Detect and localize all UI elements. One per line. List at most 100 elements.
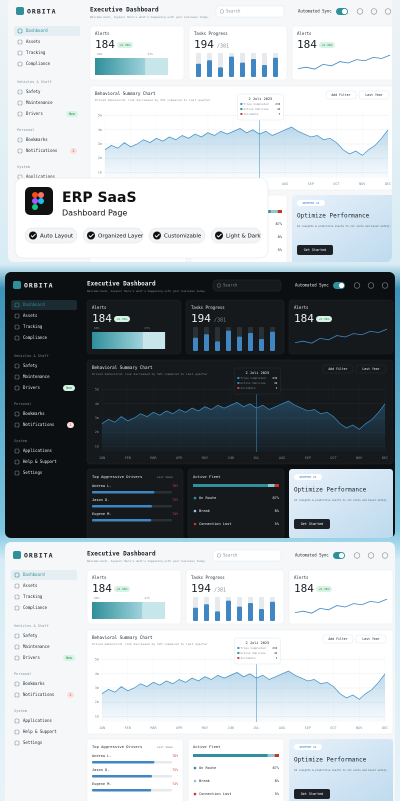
promo-title: Optimize Performance	[294, 487, 367, 494]
search-box[interactable]	[215, 5, 285, 18]
tooltip-swatch	[237, 382, 240, 384]
period-button[interactable]	[358, 90, 390, 100]
nav-item[interactable]: Safety	[23, 363, 38, 368]
y-tick-label: 5m	[98, 114, 102, 118]
period-label[interactable]: Last Year	[365, 93, 382, 97]
nav-item[interactable]: Dashboard	[26, 28, 48, 33]
header-icon[interactable]	[370, 8, 378, 15]
filter-button[interactable]	[322, 364, 354, 374]
nav-item[interactable]: Drivers	[26, 111, 43, 116]
nav-item[interactable]: Assets	[23, 313, 38, 318]
search-box[interactable]	[212, 279, 282, 292]
header-icon[interactable]	[381, 282, 389, 289]
header-icon[interactable]	[381, 552, 389, 559]
filter-label[interactable]: Last Week	[157, 475, 173, 479]
nav-icon	[14, 335, 20, 341]
nav-item[interactable]: Safety	[26, 89, 41, 94]
nav-item[interactable]: Maintenance	[26, 100, 53, 105]
trend-card	[291, 25, 392, 81]
badge	[63, 385, 75, 391]
promo-button[interactable]	[297, 245, 333, 255]
nav-item[interactable]: Compliance	[23, 605, 48, 610]
driver-bar	[92, 761, 155, 764]
promo-tag: NEWFEED AI	[303, 201, 320, 205]
search-placeholder[interactable]: Search	[223, 553, 238, 558]
nav-item[interactable]: Help & Support	[23, 459, 57, 464]
nav-item[interactable]: Applications	[23, 718, 52, 723]
task-bar	[248, 603, 253, 621]
check-mark	[30, 233, 36, 238]
filter-label[interactable]: Last Week	[157, 745, 173, 749]
x-tick-label: JUL	[253, 726, 259, 730]
nav-item[interactable]: Assets	[26, 39, 41, 44]
nav-item[interactable]: Settings	[23, 470, 43, 475]
header-icon[interactable]	[353, 552, 361, 559]
progress-label: 60%	[94, 596, 100, 600]
tooltip-value: 3	[279, 112, 281, 116]
y-tick-label: 3m	[98, 142, 102, 146]
nav-item[interactable]: Tracking	[23, 324, 43, 329]
badge	[66, 111, 78, 117]
search-icon	[216, 553, 222, 558]
nav-item[interactable]: Notifications	[26, 148, 58, 153]
nav-item[interactable]: Settings	[23, 740, 43, 745]
nav-item[interactable]: Help & Support	[23, 729, 57, 734]
card-title: Alerts	[95, 31, 110, 36]
header-icon[interactable]	[367, 552, 375, 559]
task-bar	[229, 56, 234, 77]
fleet-label: Connection Lost	[199, 792, 231, 796]
task-bar	[262, 65, 267, 77]
period-button[interactable]	[355, 364, 387, 374]
filter-label[interactable]: Add Filter	[328, 367, 347, 371]
nav-item[interactable]: Maintenance	[23, 644, 50, 649]
fleet-segment	[267, 754, 275, 757]
nav-item[interactable]: Bookmarks	[23, 411, 45, 416]
filter-label[interactable]: Add Filter	[328, 637, 347, 641]
nav-item[interactable]: Notifications	[23, 692, 55, 697]
search-placeholder[interactable]: Search	[223, 283, 238, 288]
period-label[interactable]: Last Year	[362, 637, 379, 641]
filter-label[interactable]: Add Filter	[331, 93, 350, 97]
check-mark	[88, 233, 94, 238]
promo-button[interactable]	[294, 519, 330, 529]
x-tick-label: DEC	[385, 182, 391, 186]
nav-item[interactable]: Maintenance	[23, 374, 50, 379]
x-tick-label: JAN	[99, 726, 105, 730]
driver-bar	[92, 505, 152, 508]
chart-subtitle: Drived behavioral risk decreased by 32% …	[92, 372, 208, 376]
search-box[interactable]	[212, 549, 282, 562]
nav-item[interactable]: Bookmarks	[26, 137, 48, 142]
nav-item[interactable]: Notifications	[23, 422, 55, 427]
nav-item[interactable]: Bookmarks	[23, 681, 45, 686]
search-placeholder[interactable]: Search	[226, 9, 241, 14]
promo-button-label[interactable]: Get Started	[301, 522, 323, 526]
filter-button[interactable]	[325, 90, 357, 100]
x-tick-label: OCT	[333, 182, 340, 186]
nav-item[interactable]: Compliance	[23, 335, 48, 340]
header-icon[interactable]	[367, 282, 375, 289]
nav-item[interactable]: Compliance	[26, 61, 51, 66]
nav-item[interactable]: Dashboard	[23, 572, 45, 577]
nav-item[interactable]: Assets	[23, 583, 38, 588]
promo-button[interactable]	[294, 789, 330, 799]
filter-button[interactable]	[322, 634, 354, 644]
period-label[interactable]: Last Year	[362, 367, 379, 371]
nav-item[interactable]: Safety	[23, 633, 38, 638]
nav-item[interactable]: Applications	[26, 174, 55, 179]
nav-item[interactable]: Tracking	[23, 594, 43, 599]
progress-segment	[92, 332, 143, 349]
nav-item[interactable]: Dashboard	[23, 302, 45, 307]
toggle-knob	[338, 552, 345, 559]
nav-item[interactable]: Tracking	[26, 50, 46, 55]
tooltip-swatch	[237, 652, 240, 654]
nav-item[interactable]: Drivers	[23, 385, 40, 390]
header-icon[interactable]	[384, 8, 392, 15]
nav-item[interactable]: Drivers	[23, 655, 40, 660]
promo-button-label[interactable]: Get Started	[301, 792, 323, 796]
promo-button-label[interactable]: Get Started	[304, 248, 326, 252]
header-icon[interactable]	[353, 282, 361, 289]
header-icon[interactable]	[356, 8, 364, 15]
nav-item[interactable]: Applications	[23, 448, 52, 453]
feature-pill	[148, 227, 206, 244]
period-button[interactable]	[355, 634, 387, 644]
